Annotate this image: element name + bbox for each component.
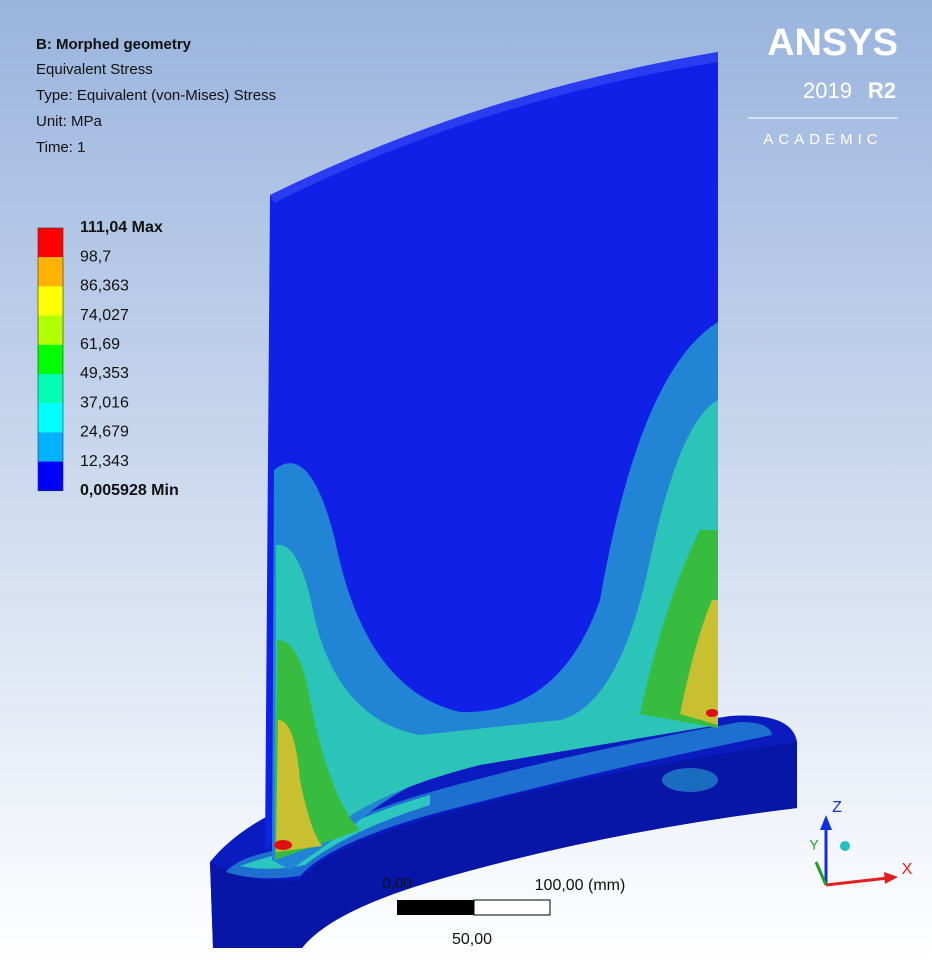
legend-swatch bbox=[38, 462, 63, 491]
logo-release: R2 bbox=[868, 78, 896, 103]
logo-name: ANSYS bbox=[767, 22, 898, 64]
legend-swatch bbox=[38, 228, 63, 257]
legend-label: 37,016 bbox=[80, 394, 129, 411]
legend-swatch bbox=[38, 286, 63, 315]
legend-swatch bbox=[38, 374, 63, 403]
legend-swatch bbox=[38, 316, 63, 345]
legend-swatch bbox=[38, 403, 63, 432]
legend-label: 111,04 Max bbox=[80, 219, 163, 236]
legend-label: 0,005928 Min bbox=[80, 482, 179, 499]
triad-y: Y bbox=[809, 837, 819, 853]
viewport: B: Morphed geometry Equivalent Stress Ty… bbox=[0, 0, 932, 960]
scale-bar-black bbox=[397, 900, 474, 915]
logo-edition: ACADEMIC bbox=[763, 131, 882, 148]
model bbox=[210, 52, 797, 948]
result-line: Equivalent Stress bbox=[36, 61, 153, 78]
triad-x: X bbox=[902, 861, 913, 878]
scale-end: 100,00 (mm) bbox=[535, 877, 626, 894]
legend-label: 86,363 bbox=[80, 278, 129, 295]
logo-version: 2019 bbox=[803, 78, 852, 103]
result-title: B: Morphed geometry bbox=[36, 36, 192, 53]
scale-mid: 50,00 bbox=[452, 931, 492, 948]
scale-bar-white bbox=[474, 900, 550, 915]
legend-label: 74,027 bbox=[80, 307, 129, 324]
legend-swatch bbox=[38, 432, 63, 461]
result-line: Unit: MPa bbox=[36, 113, 103, 130]
page: B: Morphed geometry Equivalent Stress Ty… bbox=[0, 0, 932, 960]
legend-label: 24,679 bbox=[80, 424, 129, 441]
triad-z: Z bbox=[832, 799, 842, 816]
legend-label: 12,343 bbox=[80, 453, 129, 470]
result-line: Type: Equivalent (von-Mises) Stress bbox=[36, 87, 276, 104]
result-line: Time: 1 bbox=[36, 139, 85, 156]
legend-swatch bbox=[38, 345, 63, 374]
legend-swatch bbox=[38, 257, 63, 286]
legend-label: 61,69 bbox=[80, 336, 120, 353]
legend-label: 98,7 bbox=[80, 248, 111, 265]
scale-start: 0,00 bbox=[382, 875, 411, 892]
legend-label: 49,353 bbox=[80, 365, 129, 382]
